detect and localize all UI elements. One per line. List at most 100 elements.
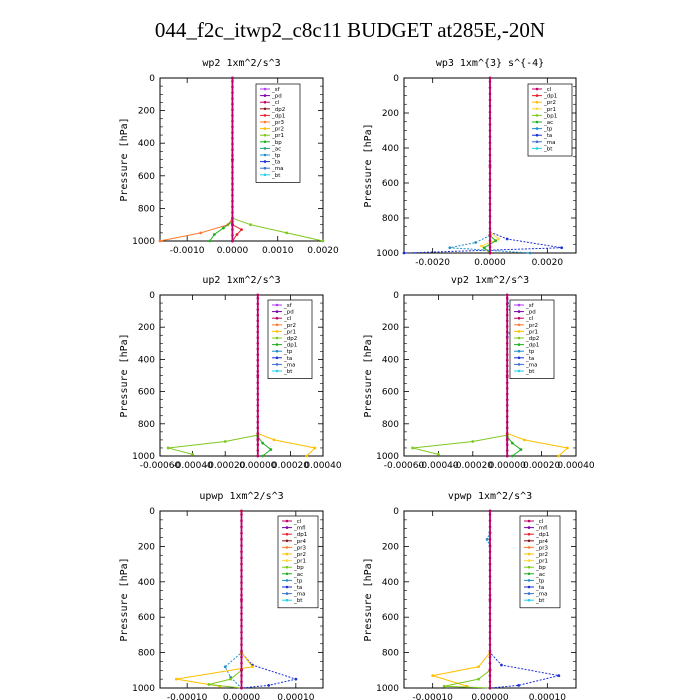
legend-label: _cl [271,100,280,106]
profile-marker [488,104,492,108]
profile-marker [240,587,243,591]
y-tick-label: 400 [138,139,155,149]
profile-marker [231,154,234,157]
legend-marker [517,336,521,340]
data-point [223,440,227,443]
data-point [208,239,212,243]
profile-marker [240,525,243,529]
legend-label: _bt [535,598,545,604]
profile-marker [505,381,509,385]
profile-marker [256,296,260,300]
legend-marker [285,546,289,549]
profile-marker [505,432,509,435]
legend-marker [263,100,267,104]
x-tick-label: 0.0020 [307,246,339,256]
profile-marker [256,319,260,323]
data-point [485,537,489,541]
legend-marker [527,519,531,523]
legend-label: _pr1 [293,559,306,565]
legend-marker [535,140,539,144]
profile-marker [488,668,492,671]
legend-marker [275,310,279,313]
profile-marker [256,370,260,373]
data-point [431,674,435,678]
legend-label: _cl [525,316,534,322]
profile-marker [231,114,234,117]
y-tick-label: 400 [138,578,155,588]
legend-marker [263,120,267,124]
profile-marker [240,680,243,684]
data-point [158,239,162,243]
profile-marker [488,544,492,547]
profile-marker [488,208,492,212]
legend-marker [263,173,267,177]
legend-marker [263,94,267,97]
legend-label: _pr3 [271,120,285,126]
y-tick-label: 800 [138,420,155,430]
legend-label: _mfl [293,526,306,532]
legend-label: _bp [535,565,546,571]
profile-marker [488,606,492,609]
legend-label: _tp [543,127,553,133]
profile-marker [240,575,243,578]
legend-marker [517,310,521,313]
legend-box [267,299,313,379]
profile-marker [488,165,492,169]
data-point [517,683,521,687]
legend-label: _ma [535,592,547,598]
x-tick-label: 0.00000 [239,461,276,471]
data-point [207,683,211,686]
legend-label: _tp [271,153,281,159]
profile-marker [488,159,492,163]
profile-marker [488,184,492,187]
panel-2: wp3 1xm^{3} s^{-4} 0 200 400 600 800 1000 Press… [363,58,577,268]
y-tick-label: 400 [382,578,399,588]
legend-label: _ma [293,592,305,598]
data-point [505,293,509,297]
profile-marker [231,148,234,152]
legend-label: _pr1 [283,329,296,335]
legend-label: _dp1 [271,113,285,119]
legend-label: _pr1 [271,133,284,139]
profile-marker [488,80,492,83]
profile-marker [240,593,243,597]
profile-marker [231,211,234,214]
legend-marker [535,127,539,130]
y-tick-label: 200 [382,323,399,333]
profile-marker [488,680,492,684]
profile-marker [488,233,492,236]
y-tick-label: 1000 [132,237,155,247]
legend-marker [535,87,539,91]
y-tick-label: 0 [393,507,399,517]
profile-marker [231,102,234,106]
legend-label: _dp2 [283,336,297,342]
profile-marker [505,347,509,351]
x-tick-label: -0.00020 [205,461,246,471]
profile-marker [505,398,509,401]
profile-marker [488,214,492,218]
legend-marker [517,363,521,366]
data-point [249,223,252,227]
figure-title: 044_f2c_itwp2_c8c11 BUDGET at285E,-20N [154,18,546,42]
x-tick-label: 0.0000 [217,246,249,256]
data-point [191,452,195,456]
legend-marker [527,526,531,529]
legend-label: _ac [293,572,303,578]
data-point [261,454,265,458]
profile-marker [488,568,492,572]
x-tick-label: -0.00060 [140,461,181,471]
legend-label: _sf [283,303,293,309]
profile-marker [488,98,492,102]
panel-title: wp3 1xm^{3} s^{-4} [436,58,544,69]
profile-marker [256,409,260,413]
profile-marker [488,190,492,194]
legend-label: _ac [543,120,553,126]
legend-marker [275,336,279,340]
profile-marker [488,129,492,132]
data-point [480,244,483,248]
legend-label: _ta [525,356,534,362]
legend-label: _pr1 [535,559,548,565]
x-tick-label: 0.00040 [304,461,341,471]
profile-marker [256,347,260,351]
profile-marker [488,624,492,628]
